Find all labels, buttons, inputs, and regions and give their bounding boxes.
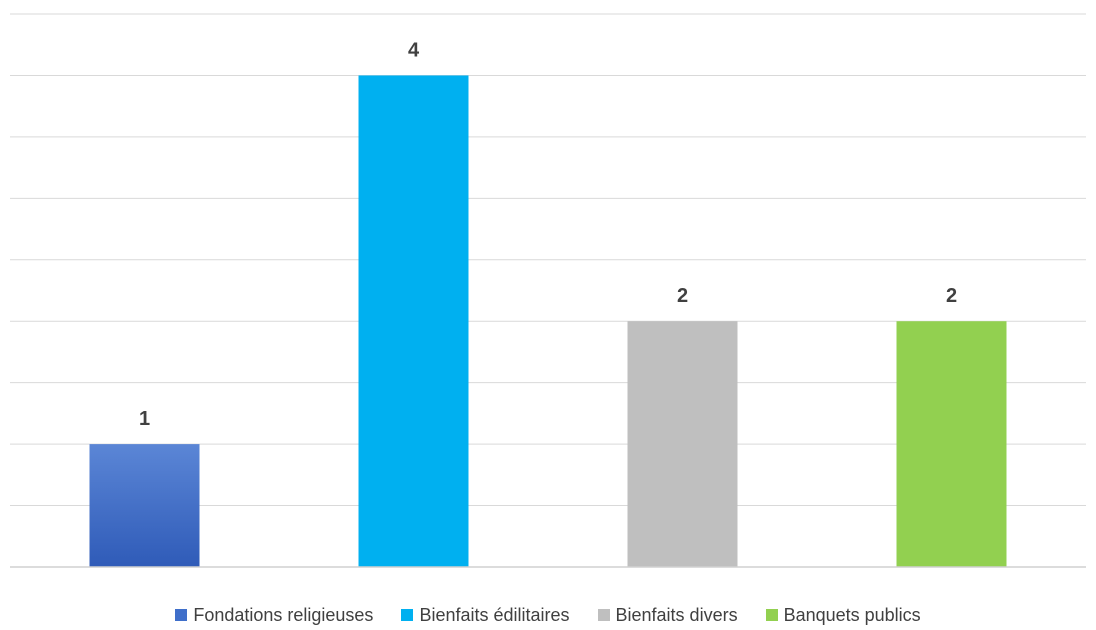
legend-swatch (175, 609, 188, 621)
legend-item-bienfaits-edilitaires: Bienfaits édilitaires (401, 604, 570, 626)
bar-2 (358, 75, 469, 567)
legend-label: Bienfaits divers (615, 604, 738, 625)
data-label-4: 2 (946, 285, 957, 307)
legend-item-bienfaits-divers: Bienfaits divers (597, 604, 738, 626)
legend: Fondations religieuses Bienfaits édilita… (0, 601, 1096, 629)
legend-label: Banquets publics (783, 604, 921, 625)
data-label-3: 2 (677, 285, 688, 307)
legend-swatch (765, 609, 778, 621)
bar-1 (89, 444, 200, 567)
data-labels: 1 4 2 2 (139, 39, 957, 430)
legend-swatch (597, 609, 610, 621)
legend-item-fondations: Fondations religieuses (175, 605, 373, 626)
legend-label: Bienfaits édilitaires (419, 604, 570, 625)
data-label-1: 1 (139, 408, 150, 430)
legend-swatch (401, 609, 414, 621)
legend-label: Fondations religieuses (193, 604, 374, 625)
bars (89, 75, 1007, 567)
bar-4 (896, 321, 1007, 567)
legend-item-banquets-publics: Banquets publics (765, 604, 921, 626)
bar-3 (627, 321, 738, 567)
data-label-2: 4 (408, 39, 420, 61)
bar-chart: 1 4 2 2 (10, 13, 1086, 568)
